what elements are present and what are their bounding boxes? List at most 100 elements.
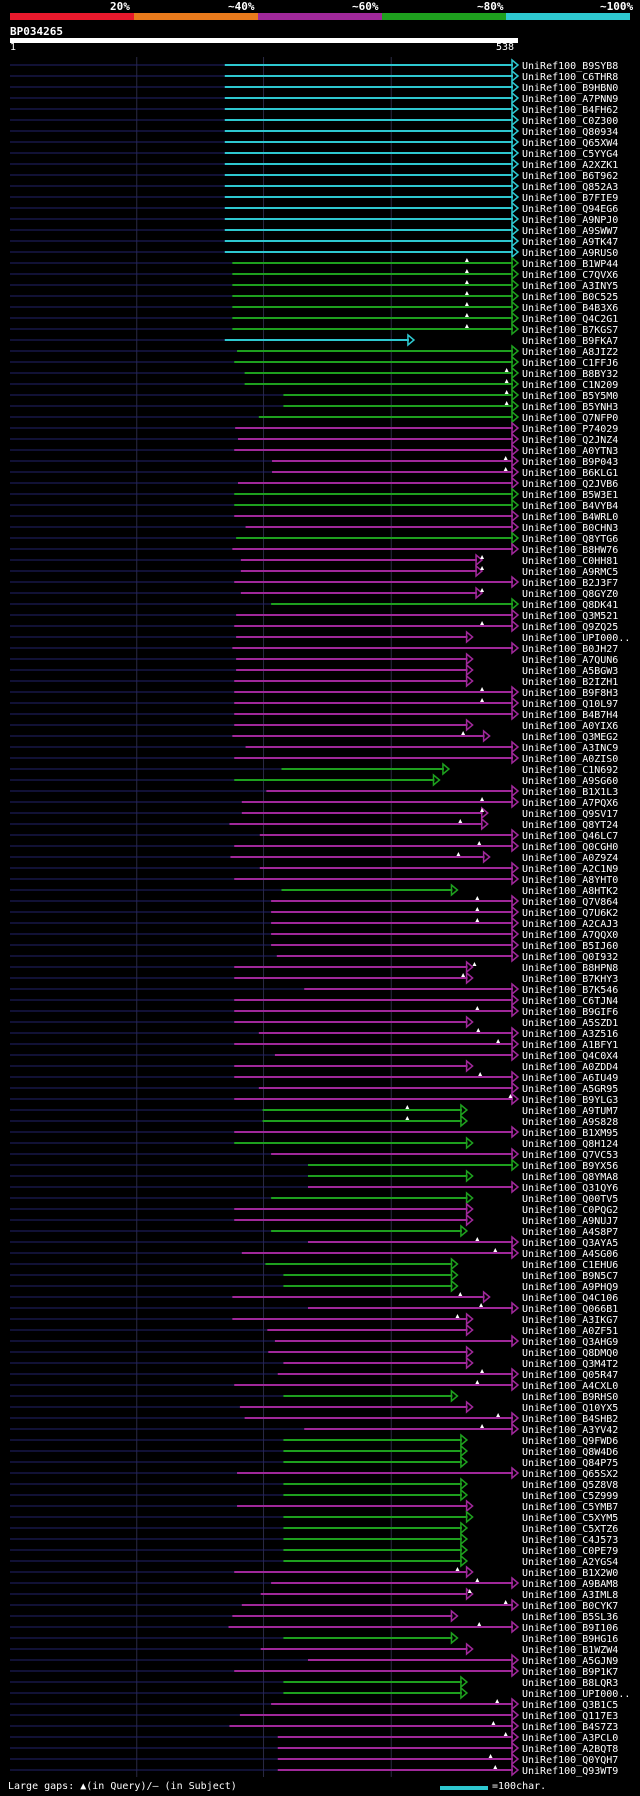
hit-label[interactable]: UniRef100_Q4C2G1 — [522, 314, 618, 325]
hit-row[interactable]: UniRef100_B9N5C7 — [10, 1268, 618, 1282]
hit-label[interactable]: UniRef100_A2XZK1 — [522, 160, 618, 171]
hit-label[interactable]: UniRef100_A9SWW7 — [522, 226, 618, 237]
hit-row[interactable]: UniRef100_Q8W4D6 — [10, 1444, 618, 1458]
hit-label[interactable]: UniRef100_B4S7Z3 — [522, 1722, 618, 1733]
hit-label[interactable]: UniRef100_Q8YT24 — [522, 820, 618, 831]
hit-label[interactable]: UniRef100_Q65SX2 — [522, 1469, 618, 1480]
hit-row[interactable]: UniRef100_B4FH62 — [10, 102, 618, 116]
hit-label[interactable]: UniRef100_A2CAJ3 — [522, 919, 618, 930]
hit-row[interactable]: UniRef100_A3Z516 — [10, 1026, 618, 1040]
hit-label[interactable]: UniRef100_C1EHU6 — [522, 1260, 618, 1271]
hit-label[interactable]: UniRef100_A4SG06 — [522, 1249, 618, 1260]
hit-label[interactable]: UniRef100_B9YLG3 — [522, 1095, 618, 1106]
hit-label[interactable]: UniRef100_Q10L97 — [522, 699, 618, 710]
hit-label[interactable]: UniRef100_A8YHT0 — [522, 875, 618, 886]
hit-row[interactable]: UniRef100_Q00TV5 — [10, 1191, 618, 1205]
hit-row[interactable]: UniRef100_B9YX56 — [10, 1158, 618, 1172]
hit-row[interactable]: UniRef100_Q3AYA5 — [10, 1235, 618, 1249]
hit-row[interactable]: UniRef100_A3PCL0 — [10, 1730, 618, 1744]
hit-label[interactable]: UniRef100_A0ZIS0 — [522, 754, 618, 765]
hit-row[interactable]: UniRef100_B8HW76 — [10, 542, 618, 556]
hit-label[interactable]: UniRef100_Q00TV5 — [522, 1194, 618, 1205]
hit-row[interactable]: UniRef100_Q84P75 — [10, 1455, 618, 1469]
hit-label[interactable]: UniRef100_C7QVX6 — [522, 270, 618, 281]
hit-label[interactable]: UniRef100_C1N692 — [522, 765, 618, 776]
hit-label[interactable]: UniRef100_B1X2W0 — [522, 1568, 618, 1579]
hit-row[interactable]: UniRef100_C0PQG2 — [10, 1202, 618, 1216]
hit-label[interactable]: UniRef100_B1WZW4 — [522, 1645, 618, 1656]
hit-row[interactable]: UniRef100_A0ZIS0 — [10, 751, 618, 765]
hit-row[interactable]: UniRef100_C1N692 — [10, 762, 618, 776]
hit-label[interactable]: UniRef100_C5XYM5 — [522, 1513, 618, 1524]
hit-label[interactable]: UniRef100_Q10YX5 — [522, 1403, 618, 1414]
hit-label[interactable]: UniRef100_Q8DMQ0 — [522, 1348, 618, 1359]
hit-label[interactable]: UniRef100_B8HPN8 — [522, 963, 618, 974]
hit-label[interactable]: UniRef100_B4B3X6 — [522, 303, 618, 314]
hit-label[interactable]: UniRef100_A5BGW3 — [522, 666, 618, 677]
hit-label[interactable]: UniRef100_B9HG16 — [522, 1634, 618, 1645]
hit-row[interactable]: UniRef100_A3YV42 — [10, 1422, 618, 1436]
hit-label[interactable]: UniRef100_B2J3F7 — [522, 578, 618, 589]
hit-label[interactable]: UniRef100_A0Z9Z4 — [522, 853, 618, 864]
hit-label[interactable]: UniRef100_B4SHB2 — [522, 1414, 618, 1425]
hit-row[interactable]: UniRef100_Q05R47 — [10, 1367, 618, 1381]
hit-row[interactable]: UniRef100_Q8H124 — [10, 1136, 618, 1150]
hit-label[interactable]: UniRef100_B6KLG1 — [522, 468, 618, 479]
hit-label[interactable]: UniRef100_B9YX56 — [522, 1161, 618, 1172]
hit-row[interactable]: UniRef100_C5YMB7 — [10, 1499, 618, 1513]
hit-label[interactable]: UniRef100_Q117E3 — [522, 1711, 618, 1722]
hit-label[interactable]: UniRef100_B7KHY3 — [522, 974, 618, 985]
hit-row[interactable]: UniRef100_B9RHS0 — [10, 1389, 618, 1403]
hit-label[interactable]: UniRef100_B9I106 — [522, 1623, 618, 1634]
hit-row[interactable]: UniRef100_B4B3X6 — [10, 300, 618, 314]
hit-label[interactable]: UniRef100_B1XM95 — [522, 1128, 618, 1139]
hit-label[interactable]: UniRef100_Q7VC53 — [522, 1150, 618, 1161]
hit-label[interactable]: UniRef100_Q3B1C5 — [522, 1700, 618, 1711]
hit-row[interactable]: UniRef100_Q9FWD6 — [10, 1433, 618, 1447]
hit-row[interactable]: UniRef100_A5GJN9 — [10, 1653, 618, 1667]
hit-label[interactable]: UniRef100_B9HBN0 — [522, 83, 618, 94]
hit-label[interactable]: UniRef100_B9SYB8 — [522, 61, 618, 72]
hit-label[interactable]: UniRef100_B5YNH3 — [522, 402, 618, 413]
hit-label[interactable]: UniRef100_Q9SV17 — [522, 809, 618, 820]
hit-label[interactable]: UniRef100_A9TUM7 — [522, 1106, 618, 1117]
hit-label[interactable]: UniRef100_A8JIZ2 — [522, 347, 618, 358]
hit-row[interactable]: UniRef100_A9SG60 — [10, 773, 618, 787]
hit-label[interactable]: UniRef100_C6THR8 — [522, 72, 618, 83]
hit-label[interactable]: UniRef100_A3INY5 — [522, 281, 618, 292]
hit-row[interactable]: UniRef100_A9RMC5 — [10, 564, 618, 578]
hit-row[interactable]: UniRef100_Q9SV17 — [10, 806, 618, 820]
hit-row[interactable]: UniRef100_UPI000.. — [10, 630, 630, 644]
hit-label[interactable]: UniRef100_Q8DK41 — [522, 600, 618, 611]
hit-row[interactable]: UniRef100_A2C1N9 — [10, 861, 618, 875]
hit-row[interactable]: UniRef100_Q7VC53 — [10, 1147, 618, 1161]
hit-row[interactable]: UniRef100_Q8GYZ0 — [10, 586, 618, 600]
hit-label[interactable]: UniRef100_Q3MEG2 — [522, 732, 618, 743]
hit-label[interactable]: UniRef100_Q9FWD6 — [522, 1436, 618, 1447]
hit-label[interactable]: UniRef100_Q84P75 — [522, 1458, 618, 1469]
hit-label[interactable]: UniRef100_C0Z300 — [522, 116, 618, 127]
hit-label[interactable]: UniRef100_B5SL36 — [522, 1612, 618, 1623]
hit-row[interactable]: UniRef100_A9SWW7 — [10, 223, 618, 237]
hit-label[interactable]: UniRef100_Q2JVB6 — [522, 479, 618, 490]
hit-label[interactable]: UniRef100_A0ZF51 — [522, 1326, 618, 1337]
hit-row[interactable]: UniRef100_C7QVX6 — [10, 267, 618, 281]
hit-row[interactable]: UniRef100_Q852A3 — [10, 179, 618, 193]
hit-row[interactable]: UniRef100_C5XYM5 — [10, 1510, 618, 1524]
hit-row[interactable]: UniRef100_C6TJN4 — [10, 993, 618, 1007]
hit-label[interactable]: UniRef100_B2IZH1 — [522, 677, 618, 688]
hit-label[interactable]: UniRef100_B7KGS7 — [522, 325, 618, 336]
hit-row[interactable]: UniRef100_B5IJ60 — [10, 938, 618, 952]
hit-label[interactable]: UniRef100_C0HH81 — [522, 556, 618, 567]
hit-label[interactable]: UniRef100_B1WP44 — [522, 259, 618, 270]
hit-label[interactable]: UniRef100_A4S8P7 — [522, 1227, 618, 1238]
hit-label[interactable]: UniRef100_A3PCL0 — [522, 1733, 618, 1744]
hit-label[interactable]: UniRef100_A9SG60 — [522, 776, 618, 787]
hit-row[interactable]: UniRef100_B1WZW4 — [10, 1642, 618, 1656]
hit-row[interactable]: UniRef100_Q4C0X4 — [10, 1048, 618, 1062]
hit-row[interactable]: UniRef100_Q066B1 — [10, 1301, 618, 1315]
hit-label[interactable]: UniRef100_A3Z516 — [522, 1029, 618, 1040]
hit-row[interactable]: UniRef100_Q9ZQ25 — [10, 619, 618, 633]
hit-label[interactable]: UniRef100_C5YMB7 — [522, 1502, 618, 1513]
hit-row[interactable]: UniRef100_Q3MEG2 — [10, 729, 618, 743]
